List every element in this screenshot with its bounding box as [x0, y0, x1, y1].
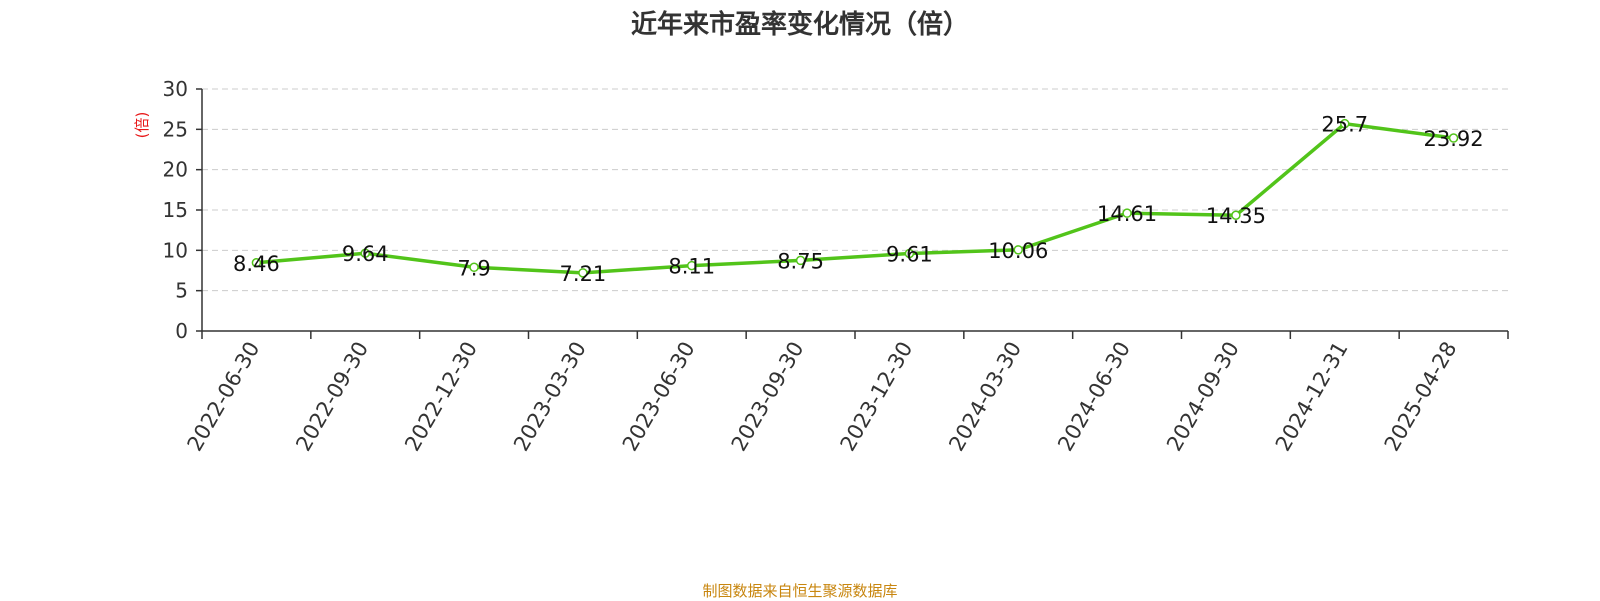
data-label: 7.9 [457, 256, 490, 280]
data-label: 8.11 [668, 255, 715, 279]
chart-title: 近年来市盈率变化情况（倍） [630, 10, 969, 40]
data-label: 7.21 [560, 262, 607, 286]
x-tick-label: 2024-12-31 [1271, 338, 1353, 456]
data-labels: 8.46 9.64 7.9 7.21 8.11 8.75 9.61 10.06 14.61 14.… [233, 113, 1484, 286]
data-point [360, 248, 370, 258]
data-point [1013, 245, 1023, 255]
x-tick-label: 2022-06-30 [183, 338, 265, 456]
x-tick-label: 2024-09-30 [1162, 338, 1244, 456]
data-point [251, 258, 262, 268]
data-label: 14.61 [1097, 202, 1157, 226]
y-tick-label: 30 [163, 77, 188, 101]
data-label: 8.75 [777, 249, 824, 273]
y-tick-label: 10 [163, 238, 188, 262]
x-tick-label: 2022-12-30 [400, 338, 482, 456]
x-tick-label: 2023-03-30 [509, 338, 591, 456]
y-tick-label: 0 [175, 319, 188, 343]
data-source-note: 制图数据来自恒生聚源数据库 [702, 582, 898, 600]
data-label: 10.06 [988, 239, 1048, 263]
data-label: 9.61 [886, 242, 933, 266]
x-tick-label: 2023-09-30 [727, 338, 809, 456]
data-label: 25.7 [1321, 113, 1368, 137]
data-point [1340, 118, 1350, 129]
x-tick-label: 2022-09-30 [291, 338, 373, 456]
data-label: 8.46 [233, 252, 280, 276]
series-polyline [256, 121, 1454, 275]
x-tick-label: 2024-06-30 [1053, 338, 1135, 456]
x-tick-label: 2023-06-30 [618, 338, 700, 456]
y-tick-label: 25 [163, 117, 188, 141]
y-tick-label: 20 [163, 158, 188, 182]
data-point [795, 255, 806, 266]
x-tick-label: 2023-12-30 [836, 338, 918, 456]
data-point [1122, 208, 1132, 218]
data-point [904, 248, 915, 259]
data-point [687, 260, 697, 271]
data-point [1448, 133, 1459, 143]
data-point [1231, 210, 1241, 220]
data-label: 9.64 [342, 242, 389, 266]
data-point [469, 262, 479, 273]
data-label: 23.92 [1424, 127, 1484, 151]
data-point [578, 268, 588, 278]
data-label: 14.35 [1206, 204, 1266, 228]
x-tick-label: 2025-04-28 [1380, 338, 1462, 456]
y-axis-unit-label: (倍) [133, 112, 151, 139]
y-tick-label: 15 [163, 198, 188, 222]
series-line [251, 118, 1459, 278]
grid-lines [202, 88, 1508, 292]
x-tick-label: 2024-03-30 [944, 338, 1026, 456]
y-tick-label: 5 [175, 279, 188, 303]
